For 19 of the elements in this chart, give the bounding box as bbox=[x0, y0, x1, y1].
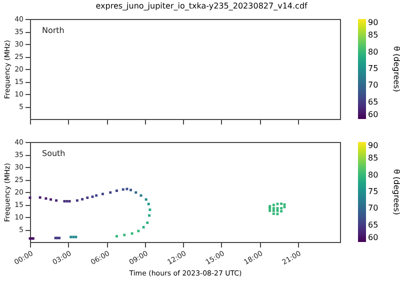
chart-title: expres_juno_jupiter_io_txka-y235_20230827_v14.cdf bbox=[96, 2, 308, 10]
color-bar-label: 75 bbox=[368, 64, 378, 73]
color-bar-label: 85 bbox=[368, 30, 378, 40]
color-bar-label: 65 bbox=[368, 97, 378, 106]
color-bar-label: 90 bbox=[368, 18, 378, 27]
annotation: North bbox=[42, 26, 64, 35]
color-bar-label: 80 bbox=[368, 170, 378, 180]
color-bar-label: 75 bbox=[368, 187, 378, 196]
color-bar-label: 60 bbox=[368, 110, 378, 119]
color-bar-label: 60 bbox=[368, 233, 378, 242]
color-bar-label: 70 bbox=[368, 204, 378, 213]
color-bar-label: 70 bbox=[368, 80, 378, 90]
color-bar-title: θ (degrees) bbox=[392, 46, 400, 92]
color-bar-label: 90 bbox=[368, 141, 378, 150]
color-bar-label: 65 bbox=[368, 220, 378, 230]
color-bar-title: θ (degrees) bbox=[392, 169, 400, 215]
color-bar-label: 85 bbox=[368, 154, 378, 163]
color-bar-label: 80 bbox=[368, 47, 378, 56]
annotation: South bbox=[42, 149, 66, 158]
